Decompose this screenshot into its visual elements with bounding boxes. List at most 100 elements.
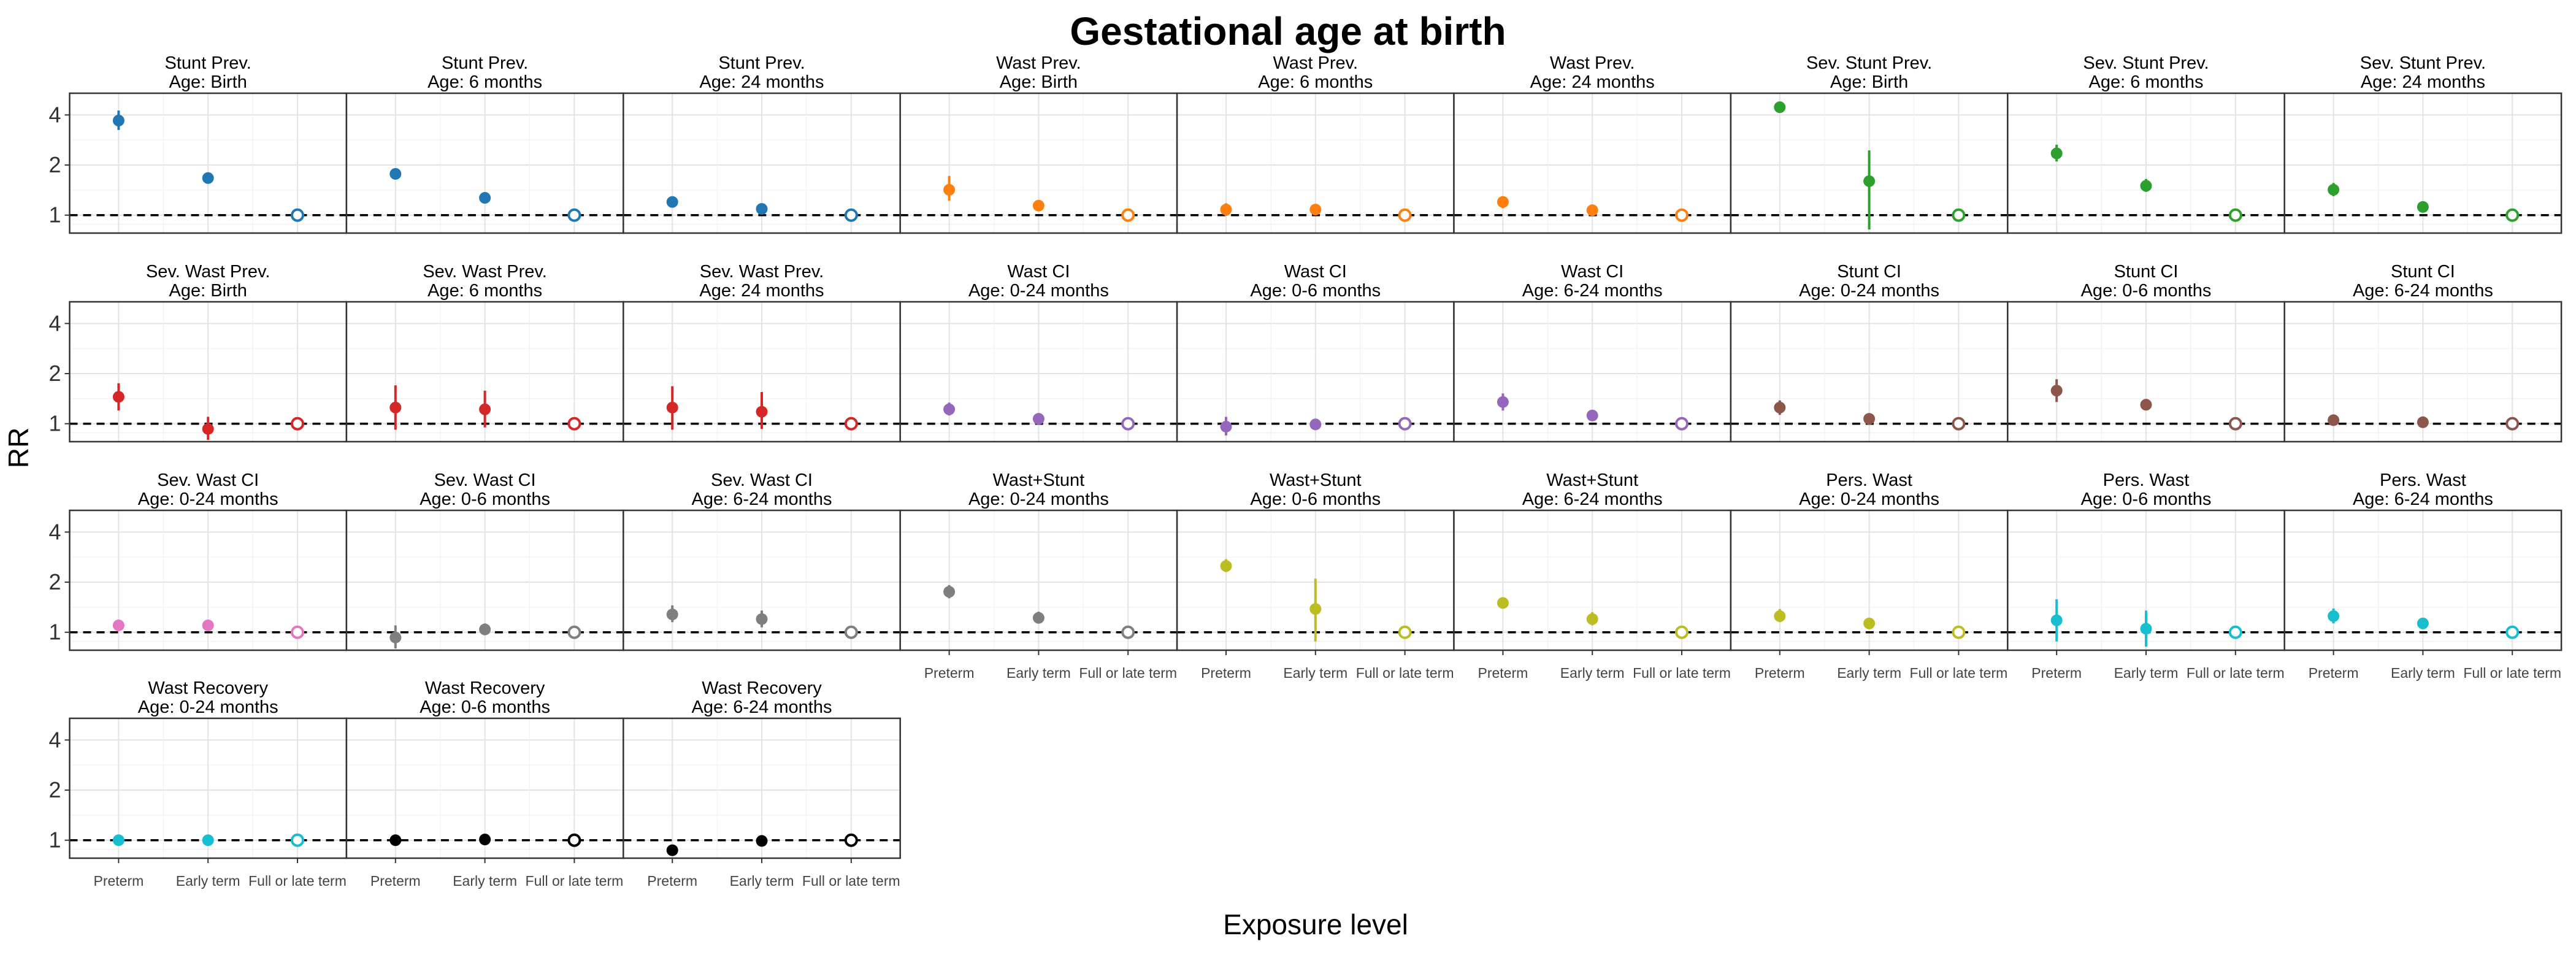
- y-tick-label: 1: [48, 828, 61, 853]
- panel-title-line2: Age: 0-6 months: [420, 697, 550, 717]
- facet-panel: [2283, 92, 2563, 234]
- facet-panel: [1730, 301, 2009, 443]
- panel-title-line2: Age: 6 months: [2089, 72, 2204, 92]
- facet-panel: [1730, 509, 2009, 655]
- x-tick-label: Early term: [2391, 665, 2455, 681]
- facet-panel: [899, 301, 1178, 443]
- y-axis-title: RR: [2, 428, 34, 468]
- y-tick-label: 4: [48, 519, 61, 544]
- x-tick-label: Early term: [1283, 665, 1347, 681]
- panel-title-line2: Age: 0-6 months: [420, 490, 550, 509]
- reference-point: [2228, 208, 2242, 222]
- data-point: [756, 835, 768, 847]
- data-point: [1309, 418, 1322, 431]
- x-tick-label: Full or late term: [526, 873, 624, 889]
- facet-panel: [2007, 301, 2285, 443]
- panel-title-line2: Age: Birth: [1830, 72, 1908, 92]
- data-point: [666, 844, 678, 856]
- panel-title-line1: Wast+Stunt: [1270, 470, 1362, 490]
- facet-panel: [623, 717, 901, 863]
- data-point: [1032, 612, 1045, 624]
- data-point: [1863, 413, 1876, 425]
- data-point: [943, 403, 956, 415]
- panel-title-line1: Wast CI: [1561, 262, 1623, 282]
- panel-title-line1: Sev. Wast Prev.: [423, 262, 547, 282]
- x-tick-label: Early term: [176, 873, 240, 889]
- facet-panel: [2283, 509, 2563, 655]
- panel-title-line1: Wast+Stunt: [993, 470, 1085, 490]
- panel-title-line1: Wast Recovery: [425, 678, 545, 698]
- panel-title-line1: Sev. Wast CI: [157, 470, 259, 490]
- data-point: [1586, 204, 1598, 217]
- facet-panel: [899, 509, 1178, 655]
- reference-point: [1121, 417, 1135, 431]
- panel-title-line2: Age: 24 months: [699, 281, 824, 301]
- x-tick-label: Early term: [1560, 665, 1625, 681]
- data-point: [1774, 401, 1786, 413]
- x-tick-label: Full or late term: [1356, 665, 1454, 681]
- x-tick-label: Early term: [453, 873, 517, 889]
- panel-title-line2: Age: 6 months: [427, 72, 542, 92]
- x-tick-label: Preterm: [1478, 665, 1528, 681]
- facet-panel: [2007, 92, 2285, 234]
- facet-panel: [64, 92, 348, 234]
- data-point: [1863, 175, 1876, 187]
- data-point: [666, 196, 678, 208]
- reference-point: [1675, 625, 1689, 639]
- data-point: [1586, 613, 1598, 625]
- panel-title-line2: Age: 0-6 months: [2081, 281, 2212, 301]
- panel-title-line2: Age: 0-24 months: [138, 490, 278, 509]
- panel-title-line1: Stunt Prev.: [442, 53, 528, 73]
- facet-panel: [345, 301, 624, 443]
- data-point: [943, 183, 956, 196]
- facet-panel: [1730, 92, 2009, 234]
- facet-panel: [1176, 509, 1455, 655]
- data-point: [1309, 204, 1322, 216]
- facet-panel: [623, 92, 901, 234]
- panel-title-line2: Age: 24 months: [1530, 72, 1655, 92]
- reference-point: [844, 208, 858, 222]
- data-point: [112, 619, 125, 631]
- data-point: [112, 834, 125, 847]
- data-point: [1774, 101, 1786, 113]
- data-point: [1586, 409, 1598, 421]
- x-tick-label: Full or late term: [2187, 665, 2285, 681]
- data-point: [1497, 196, 1509, 208]
- facet-panel: [64, 717, 348, 863]
- data-point: [756, 405, 768, 418]
- x-tick-label: Full or late term: [802, 873, 900, 889]
- data-point: [389, 401, 402, 413]
- reference-point: [291, 625, 305, 639]
- data-point: [756, 613, 768, 625]
- panel-title-line1: Pers. Wast: [2103, 470, 2190, 490]
- reference-point: [567, 833, 581, 847]
- data-point: [1032, 413, 1045, 425]
- data-point: [2328, 414, 2340, 426]
- panel-border: [2283, 92, 2563, 234]
- y-tick-label: 1: [48, 411, 61, 436]
- reference-point: [291, 417, 305, 431]
- data-point: [2417, 201, 2429, 213]
- panel-title-line1: Wast Recovery: [702, 678, 822, 698]
- reference-point: [1398, 417, 1412, 431]
- panel-title-line2: Age: 6 months: [1258, 72, 1373, 92]
- panel-title-line2: Age: 0-24 months: [968, 490, 1109, 509]
- reference-point: [1675, 417, 1689, 431]
- data-point: [112, 391, 125, 403]
- y-tick-label: 2: [48, 569, 61, 594]
- reference-point: [567, 208, 581, 222]
- data-point: [1032, 199, 1045, 212]
- facet-panel: [2283, 301, 2563, 443]
- panel-title-line2: Age: 0-6 months: [1250, 281, 1381, 301]
- data-point: [389, 834, 402, 847]
- x-tick-label: Full or late term: [1633, 665, 1731, 681]
- reference-point: [2505, 417, 2520, 431]
- x-tick-label: Preterm: [93, 873, 144, 889]
- panel-title-line1: Wast CI: [1284, 262, 1347, 282]
- facet-panel: [1453, 92, 1732, 234]
- panel-title-line1: Wast CI: [1007, 262, 1070, 282]
- reference-point: [844, 625, 858, 639]
- data-point: [2050, 147, 2063, 159]
- reference-point: [2228, 417, 2242, 431]
